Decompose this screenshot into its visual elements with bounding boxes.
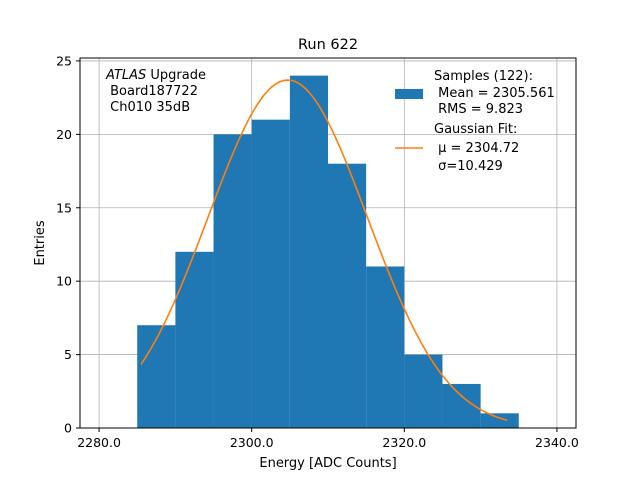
- y-axis-ticks: 0 5 10 15 20 25: [56, 53, 80, 436]
- legend: Samples (122): Mean = 2305.561 RMS = 9.8…: [395, 69, 555, 174]
- legend-samples-title: Samples (122):: [434, 69, 533, 84]
- histogram-bar-1: [175, 251, 214, 428]
- annotation-upgrade: Upgrade: [146, 68, 206, 83]
- legend-fit-title: Gaussian Fit:: [434, 122, 517, 137]
- x-tick-label-0: 2280.0: [77, 435, 121, 450]
- y-tick-label-4: 20: [56, 127, 72, 142]
- gaussian-fit-line: [140, 79, 508, 422]
- legend-fit-sigma: σ=10.429: [434, 159, 503, 174]
- histogram-bar-9: [480, 413, 519, 428]
- atlas-annotation: ATLAS Upgrade Board187722 Ch010 35dB: [105, 68, 206, 115]
- legend-samples-mean: Mean = 2305.561: [434, 86, 555, 101]
- legend-samples-rms: RMS = 9.823: [434, 102, 523, 117]
- x-axis-ticks: 2280.0 2300.0 2320.0 2340.0: [77, 428, 579, 450]
- x-tick-label-3: 2340.0: [535, 435, 579, 450]
- x-tick-label-2: 2320.0: [382, 435, 426, 450]
- x-tick-label-1: 2300.0: [230, 435, 274, 450]
- annotation-channel: Ch010 35dB: [106, 100, 190, 115]
- histogram-bars: [137, 75, 519, 429]
- svg-text:ATLAS Upgrade: ATLAS Upgrade: [105, 68, 206, 83]
- legend-swatch-samples: [395, 89, 423, 99]
- chart-title: Run 622: [298, 37, 358, 53]
- y-tick-label-5: 25: [56, 53, 72, 68]
- y-tick-label-3: 15: [56, 200, 72, 215]
- histogram-bar-5: [328, 163, 367, 428]
- histogram-bar-3: [251, 119, 290, 429]
- annotation-board: Board187722: [106, 84, 198, 99]
- plot-frame: [79, 57, 577, 429]
- y-tick-label-1: 5: [64, 347, 72, 362]
- histogram-bar-4: [289, 75, 328, 428]
- histogram-bar-0: [137, 325, 176, 428]
- x-axis-label: Energy [ADC Counts]: [259, 456, 396, 471]
- y-tick-label-0: 0: [64, 421, 72, 436]
- y-tick-label-2: 10: [56, 274, 72, 289]
- histogram-bar-7: [404, 354, 443, 428]
- legend-fit-mu: μ = 2304.72: [434, 141, 519, 156]
- y-axis-label: Entries: [33, 220, 48, 266]
- histogram-bar-6: [366, 266, 405, 428]
- annotation-atlas: ATLAS: [105, 68, 146, 83]
- histogram-bar-2: [213, 134, 252, 428]
